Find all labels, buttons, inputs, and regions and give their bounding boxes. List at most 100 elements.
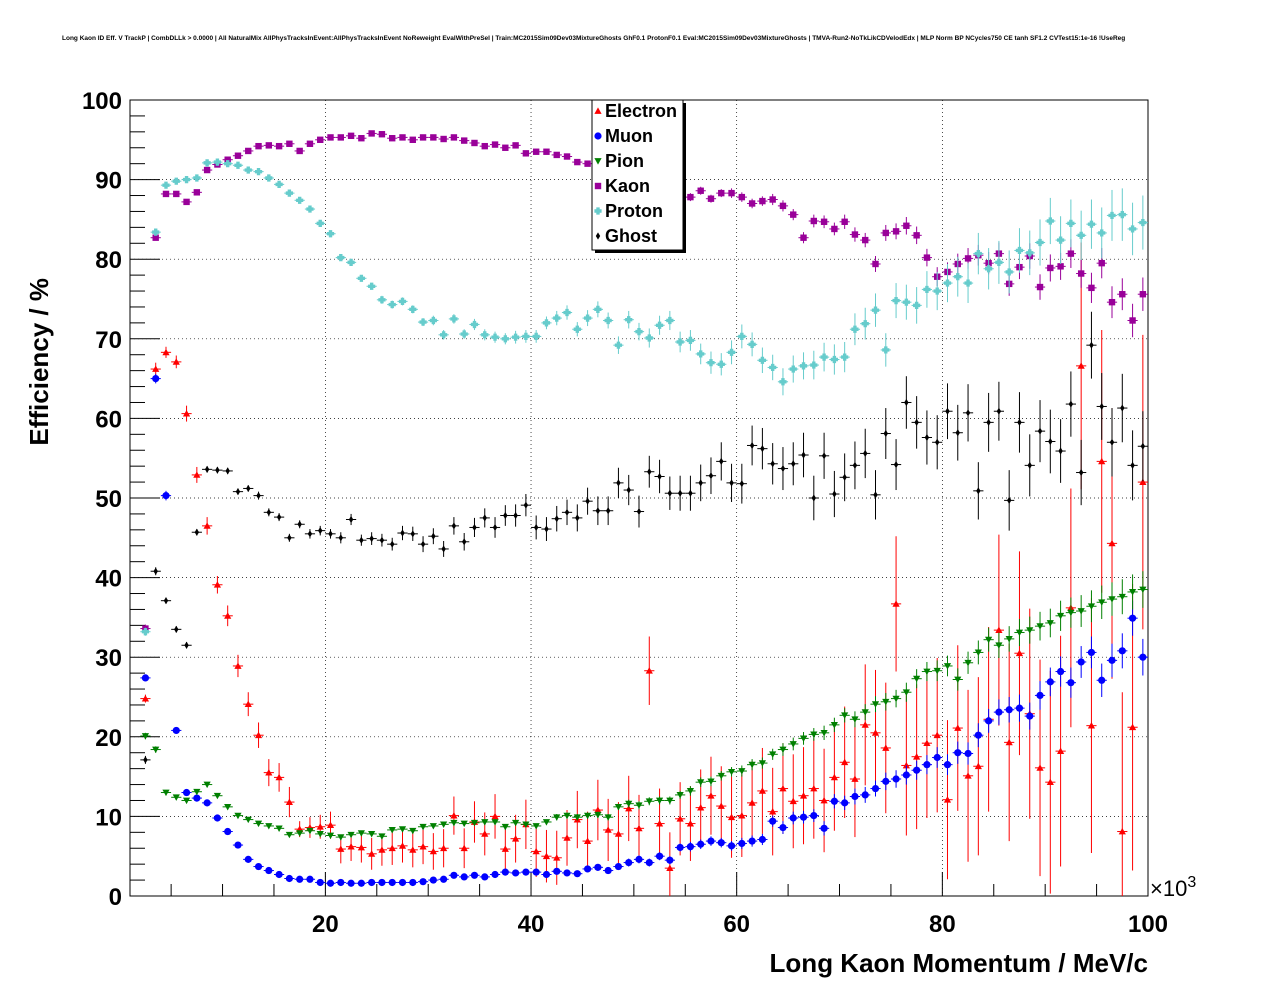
electron-point [686,819,695,827]
muon-point [388,878,396,887]
pion-point [265,823,273,830]
ghost-point [636,507,642,516]
muon-point [296,875,304,883]
proton-point [625,316,633,324]
pion-point [779,746,787,754]
proton-point [326,230,335,238]
ghost-point [533,523,539,532]
kaon-point [1108,298,1116,306]
electron-point [697,804,705,811]
electron-point [368,850,376,857]
pion-point [789,741,797,748]
pion-point [902,689,910,696]
pion-point [594,811,602,819]
kaon-point [1088,284,1095,292]
muon-point [368,878,376,887]
pion-point [769,751,777,758]
electron-point [655,819,664,827]
muon-point [409,878,417,887]
muon-point [1139,653,1147,661]
pion-point [604,814,612,821]
electron-point [1108,539,1116,547]
muon-point [378,878,386,887]
proton-point [1108,211,1116,220]
y-tick-label: 60 [95,406,122,433]
electron-point [1046,778,1054,786]
ghost-point [287,534,292,542]
pion-point [655,797,664,805]
y-tick-label: 50 [95,486,122,513]
proton-point [254,168,263,176]
pion-point [378,833,386,840]
pion-point [1015,629,1024,637]
ghost-point [1017,418,1022,426]
muon-point [1128,614,1137,622]
electron-point [1056,747,1065,755]
electron-point [532,847,540,855]
pion-point [913,675,921,683]
kaon-point [275,142,283,150]
x-tick-label: 100 [1128,911,1168,938]
y-tick-label: 70 [95,327,122,354]
proton-point [440,331,448,339]
ghost-point [1140,442,1146,450]
pion-point [799,735,808,742]
ghost-point [986,418,991,426]
pion-point [481,819,489,826]
proton-point [244,166,252,174]
ghost-point [883,429,888,438]
proton-point [748,340,756,348]
legend-label-proton: Proton [605,201,663,221]
muon-point [645,858,653,867]
pion-point [707,778,715,785]
muon-point [573,870,581,878]
proton-point [789,365,797,373]
ghost-point [729,479,734,487]
muon-point [820,824,828,832]
proton-point [820,353,828,361]
kaon-point [183,198,190,206]
proton-point [1077,231,1085,239]
proton-point [203,159,211,167]
electron-point [141,694,150,702]
muon-point [152,375,160,383]
pion-point [470,819,479,827]
pion-point [614,803,623,811]
ghost-point [976,487,981,495]
electron-point [378,846,386,853]
muon-point [563,869,571,877]
ghost-point [1089,341,1094,349]
kaon-point [491,141,499,148]
ghost-point [1048,437,1053,446]
muon-point [234,841,242,849]
kaon-point [1047,264,1054,272]
pion-point [686,788,695,795]
pion-point [1046,620,1054,627]
kaon-point [923,254,931,261]
electron-point [409,846,417,853]
x-multiplier-base: ×10 [1150,876,1187,901]
pion-point [501,823,509,831]
pion-point [625,800,633,808]
electron-point [779,784,787,792]
pion-point [234,812,242,820]
y-tick-label: 90 [95,168,122,195]
kaon-point [512,142,519,149]
proton-point [913,301,921,309]
ghost-point [544,525,549,533]
electron-point [964,772,972,779]
electron-point [481,830,489,837]
muon-point [1036,691,1044,700]
electron-point [892,600,900,607]
proton-series [140,158,1148,636]
kaon-point [378,131,386,138]
proton-point [892,296,900,305]
electron-point [923,739,931,747]
pion-point [1026,627,1034,634]
ghost-point [719,457,724,465]
ghost-point [400,529,405,537]
legend-marker-muon [594,132,602,140]
kaon-point [748,200,756,207]
kaon-point [543,148,550,155]
